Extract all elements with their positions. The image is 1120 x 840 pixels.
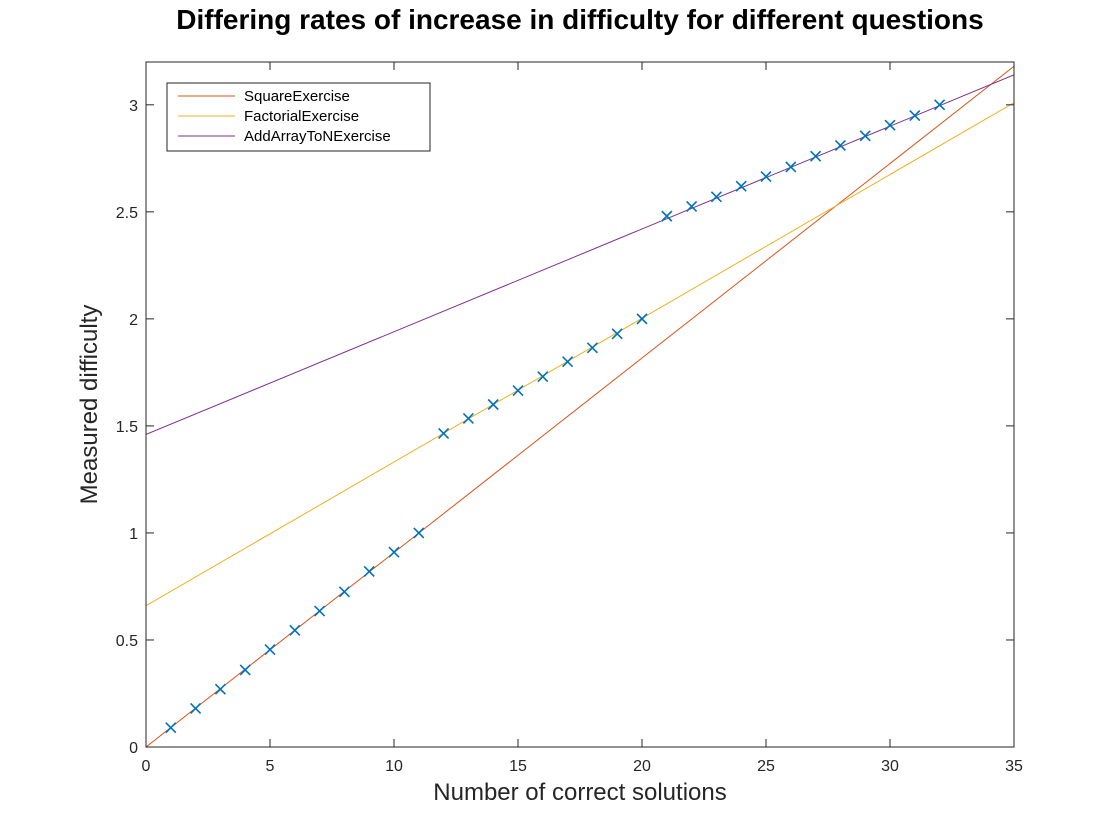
series-line-0 (146, 65, 1014, 747)
data-point-marker (264, 644, 276, 656)
y-tick-label: 1.5 (116, 419, 138, 436)
marker-stroke (363, 565, 375, 578)
chart-title: Differing rates of increase in difficult… (176, 4, 984, 35)
data-point-marker (165, 722, 177, 734)
marker-stroke (239, 664, 251, 676)
y-tick-label: 0 (129, 740, 138, 757)
legend: SquareExercise FactorialExercise AddArrayT… (166, 82, 431, 152)
marker-stroke (413, 527, 425, 539)
data-point-marker (686, 200, 698, 213)
marker-stroke (586, 342, 598, 354)
x-tick-label: 35 (1005, 758, 1023, 775)
series-lines (146, 65, 1014, 747)
data-point-marker (487, 398, 499, 411)
marker-stroke (636, 313, 648, 325)
data-point-marker (314, 605, 326, 617)
marker-stroke (264, 644, 276, 656)
data-point-marker (810, 150, 822, 162)
legend-label-1: FactorialExercise (244, 108, 359, 125)
data-point-marker (636, 313, 648, 325)
marker-stroke (487, 398, 499, 411)
marker-stroke (686, 200, 698, 213)
marker-stroke (314, 605, 326, 617)
x-tick-label: 10 (385, 758, 403, 775)
data-point-marker (289, 624, 301, 636)
data-point-marker (413, 527, 425, 539)
y-tick-label: 0.5 (116, 633, 138, 650)
data-point-marker (586, 342, 598, 354)
marker-stroke (661, 210, 673, 222)
data-point-marker (859, 130, 871, 142)
data-point-marker (338, 586, 350, 598)
data-point-marker (661, 210, 673, 222)
data-point-marker (190, 702, 202, 715)
marker-stroke (388, 546, 400, 558)
series-line-2 (146, 74, 1014, 435)
marker-stroke (884, 119, 896, 131)
data-point-marker (462, 412, 474, 424)
marker-stroke (934, 99, 946, 111)
y-tick-label: 3 (129, 98, 138, 115)
marker-stroke (512, 385, 524, 397)
marker-stroke (785, 161, 797, 173)
data-point-marker (760, 170, 772, 183)
data-point-marker (562, 356, 574, 368)
data-point-marker (710, 191, 722, 203)
marker-stroke (710, 191, 722, 203)
data-point-marker (909, 109, 921, 122)
y-tick-label: 1 (129, 526, 138, 543)
data-point-marker (785, 161, 797, 173)
marker-stroke (462, 412, 474, 424)
data-point-marker (884, 119, 896, 131)
data-point-marker (537, 371, 549, 383)
marker-stroke (289, 624, 301, 636)
data-point-marker (438, 427, 450, 439)
legend-label-0: SquareExercise (244, 88, 350, 105)
marker-stroke (338, 586, 350, 598)
axes: 0 5 10 15 20 25 30 35 0 0.5 1 1.5 2 2.5 3 (116, 61, 1023, 775)
y-axis-label: Measured difficulty (76, 305, 103, 505)
marker-stroke (909, 109, 921, 122)
y-tick-label: 2 (129, 312, 138, 329)
x-tick-label: 30 (881, 758, 899, 775)
marker-stroke (165, 722, 177, 734)
data-point-marker (388, 546, 400, 558)
legend-box (166, 82, 431, 152)
data-markers (165, 99, 946, 734)
data-point-marker (239, 664, 251, 676)
x-tick-label: 25 (757, 758, 775, 775)
series-line-1 (146, 102, 1014, 607)
marker-stroke (834, 139, 846, 152)
x-tick-label: 15 (509, 758, 527, 775)
marker-stroke (735, 180, 747, 192)
data-point-marker (214, 683, 226, 695)
marker-stroke (214, 683, 226, 695)
marker-stroke (611, 328, 623, 340)
data-point-marker (834, 139, 846, 152)
x-tick-label: 5 (266, 758, 275, 775)
x-axis-label: Number of correct solutions (433, 779, 726, 806)
marker-stroke (190, 702, 202, 715)
marker-stroke (760, 170, 772, 183)
marker-stroke (537, 371, 549, 383)
x-tick-label: 0 (142, 758, 151, 775)
marker-stroke (859, 130, 871, 142)
data-point-marker (363, 565, 375, 578)
data-point-marker (512, 385, 524, 397)
y-tick-label: 2.5 (116, 205, 138, 222)
marker-stroke (438, 427, 450, 439)
marker-stroke (810, 150, 822, 162)
marker-stroke (562, 356, 574, 368)
data-point-marker (934, 99, 946, 111)
legend-label-2: AddArrayToNExercise (244, 128, 391, 145)
data-point-marker (611, 328, 623, 340)
data-point-marker (735, 180, 747, 192)
x-tick-label: 20 (633, 758, 651, 775)
axes-box (145, 61, 1015, 748)
